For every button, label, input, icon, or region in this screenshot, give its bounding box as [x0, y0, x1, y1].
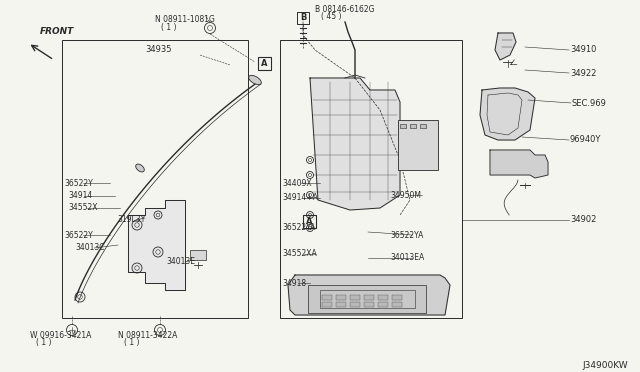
- Bar: [364, 295, 374, 300]
- Bar: [392, 302, 402, 307]
- Text: 34914: 34914: [68, 192, 92, 201]
- Polygon shape: [480, 88, 535, 140]
- Text: SEC.969: SEC.969: [572, 99, 607, 108]
- Bar: [420, 124, 426, 128]
- Bar: [280, 40, 462, 318]
- Text: 36522YA: 36522YA: [390, 231, 424, 240]
- Bar: [364, 302, 374, 307]
- Text: 34013EA: 34013EA: [390, 253, 424, 263]
- Text: 34902: 34902: [570, 215, 596, 224]
- Bar: [392, 295, 402, 300]
- Bar: [322, 302, 332, 307]
- Bar: [308, 285, 426, 313]
- Text: ( 1 ): ( 1 ): [36, 339, 51, 347]
- Text: 34013C: 34013C: [75, 244, 104, 253]
- Polygon shape: [288, 275, 450, 315]
- Bar: [320, 290, 415, 308]
- Bar: [378, 295, 388, 300]
- Text: ( 1 ): ( 1 ): [124, 339, 140, 347]
- Bar: [400, 124, 406, 128]
- Bar: [350, 295, 360, 300]
- Bar: [62, 40, 248, 318]
- Ellipse shape: [249, 76, 261, 85]
- Text: A: A: [307, 217, 313, 226]
- Text: 34409X: 34409X: [282, 179, 312, 187]
- Bar: [378, 302, 388, 307]
- Polygon shape: [128, 200, 185, 290]
- Text: 34013E: 34013E: [166, 257, 195, 266]
- Text: 34918: 34918: [282, 279, 306, 288]
- Text: 36522Y: 36522Y: [64, 231, 93, 240]
- Text: B 08146-6162G: B 08146-6162G: [315, 6, 374, 15]
- Text: ( 45 ): ( 45 ): [321, 13, 342, 22]
- Text: 34935: 34935: [145, 45, 172, 55]
- Polygon shape: [310, 78, 400, 210]
- Text: FRONT: FRONT: [40, 26, 74, 35]
- Text: 34922: 34922: [570, 68, 596, 77]
- Text: J34900KW: J34900KW: [582, 360, 628, 369]
- Text: B: B: [300, 13, 306, 22]
- Text: N 08911-3422A: N 08911-3422A: [118, 330, 177, 340]
- Text: N 08911-1081G: N 08911-1081G: [155, 15, 215, 24]
- Text: 96940Y: 96940Y: [570, 135, 602, 144]
- Text: 34914+A: 34914+A: [282, 193, 318, 202]
- Text: W 09916-3421A: W 09916-3421A: [30, 330, 92, 340]
- Ellipse shape: [136, 164, 144, 172]
- Bar: [297, 12, 309, 24]
- Bar: [398, 120, 438, 170]
- Text: 34950M: 34950M: [390, 190, 421, 199]
- Text: 34552X: 34552X: [68, 203, 97, 212]
- Text: 34552XA: 34552XA: [282, 250, 317, 259]
- Polygon shape: [495, 33, 516, 60]
- Bar: [350, 302, 360, 307]
- Text: 36522Y: 36522Y: [64, 179, 93, 187]
- Bar: [303, 215, 316, 228]
- Text: 319L3Y: 319L3Y: [117, 215, 145, 224]
- Bar: [336, 302, 346, 307]
- Text: 36522YA: 36522YA: [282, 224, 316, 232]
- Bar: [336, 295, 346, 300]
- Text: ( 1 ): ( 1 ): [161, 23, 177, 32]
- Bar: [190, 250, 206, 260]
- Text: A: A: [261, 59, 268, 68]
- Text: 34910: 34910: [570, 45, 596, 55]
- Bar: [410, 124, 416, 128]
- Bar: [322, 295, 332, 300]
- Polygon shape: [490, 150, 548, 178]
- Bar: [258, 57, 271, 70]
